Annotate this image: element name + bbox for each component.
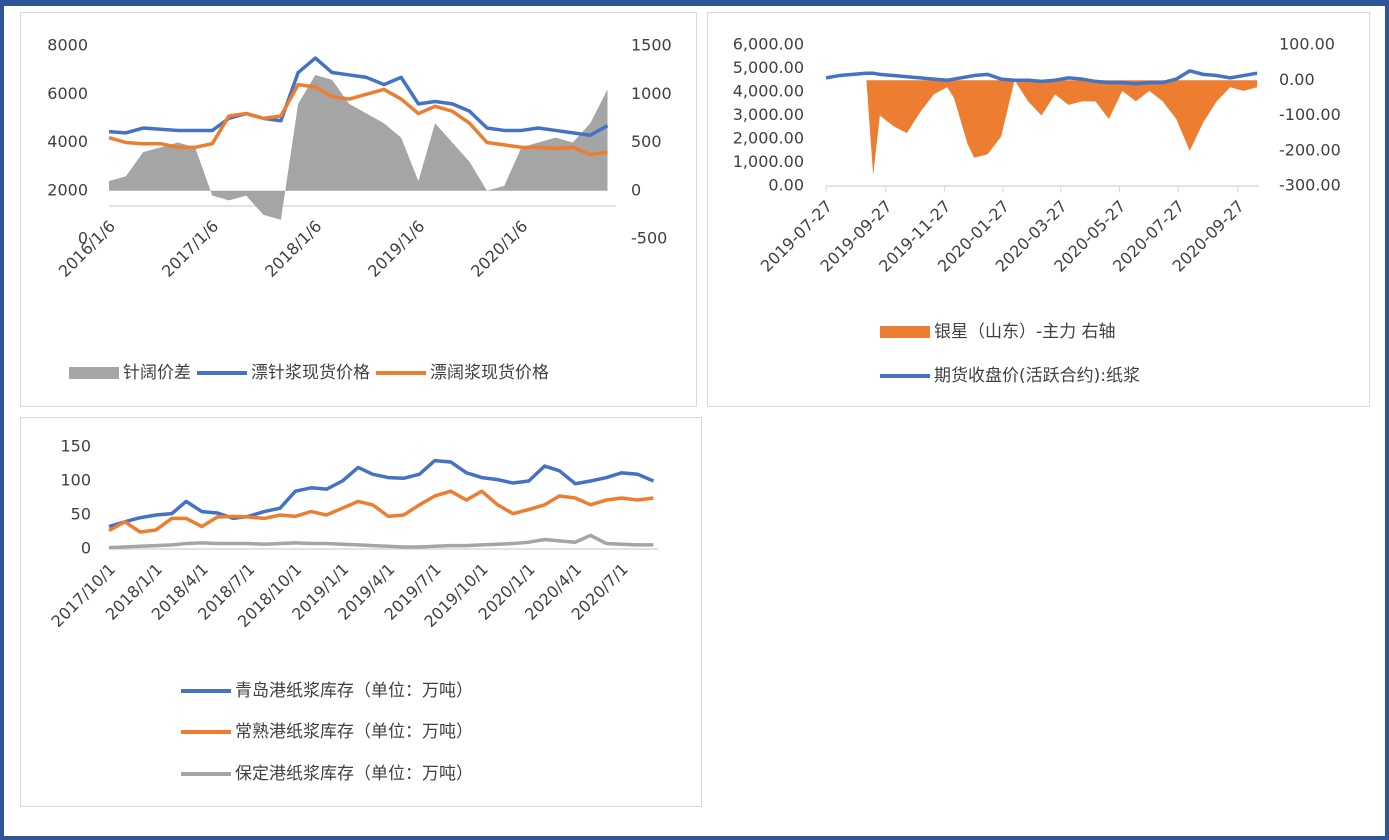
chart: 0.00 1,000.00 2,000.00 3,000.00 4,000.00 5,00… bbox=[707, 12, 1370, 407]
y-tick-label: 100.00 bbox=[1279, 35, 1335, 54]
y-tick-label: 100 bbox=[60, 471, 91, 490]
y-tick-label: 1000 bbox=[631, 84, 672, 103]
y-tick-label: 0.00 bbox=[1279, 70, 1315, 89]
x-tick-label: 2020/1/6 bbox=[467, 217, 531, 281]
y-tick-label: 2000 bbox=[47, 180, 88, 199]
legend-label: 青岛港纸浆库存（单位：万吨） bbox=[235, 681, 473, 701]
y-tick-label: 5,000.00 bbox=[733, 58, 804, 77]
legend-label: 漂针浆现货价格 bbox=[251, 363, 370, 383]
legend-label: 常熟港纸浆库存（单位：万吨） bbox=[235, 721, 473, 742]
line bbox=[108, 458, 655, 529]
line bbox=[108, 533, 654, 550]
line bbox=[825, 69, 1258, 86]
y-tick-label: -500 bbox=[631, 229, 667, 248]
y-tick-label: 8000 bbox=[47, 36, 88, 55]
y-tick-label: 3,000.00 bbox=[733, 105, 804, 124]
y-tick-label: 6,000.00 bbox=[733, 35, 804, 54]
x-tick-label: 2017/10/1 bbox=[48, 560, 119, 631]
x-tick-label: 2019/1/6 bbox=[364, 217, 428, 281]
legend-label: 保定港纸浆库存（单位：万吨） bbox=[235, 764, 473, 784]
y-tick-label: -100.00 bbox=[1279, 105, 1341, 124]
area bbox=[109, 74, 608, 220]
y-tick-label: 6000 bbox=[47, 84, 88, 103]
x-tick-label: 2016/1/6 bbox=[55, 217, 119, 281]
y-tick-label: 1,000.00 bbox=[733, 152, 804, 171]
y-tick-label: 500 bbox=[631, 132, 662, 151]
area bbox=[826, 80, 1258, 176]
line bbox=[108, 82, 608, 157]
y-tick-label: 50 bbox=[71, 505, 91, 524]
y-tick-label: 0 bbox=[81, 539, 91, 558]
y-tick-label: 150 bbox=[60, 437, 91, 456]
legend-label: 漂阔浆现货价格 bbox=[430, 363, 549, 383]
chart: 0501001502017/10/12018/1/12018/4/12018/7… bbox=[20, 417, 702, 807]
y-tick-label: 0.00 bbox=[768, 176, 804, 195]
y-tick-label: -300.00 bbox=[1279, 176, 1341, 195]
line bbox=[108, 56, 609, 138]
line bbox=[108, 489, 654, 534]
legend-swatch bbox=[880, 326, 930, 338]
legend-label: 针阔价差 bbox=[123, 363, 191, 383]
y-tick-label: 0 bbox=[78, 229, 88, 248]
legend-label: 银星（山东）-主力 右轴 bbox=[934, 322, 1116, 342]
y-tick-label: 4,000.00 bbox=[733, 82, 804, 101]
legend-label: 期货收盘价(活跃合约):纸浆 bbox=[934, 366, 1140, 386]
y-tick-label: 1500 bbox=[631, 36, 672, 55]
y-tick-label: 4000 bbox=[47, 132, 88, 151]
y-tick-label: 2,000.00 bbox=[733, 129, 804, 148]
legend-swatch bbox=[69, 367, 119, 379]
y-tick-label: -200.00 bbox=[1279, 140, 1341, 159]
chart: 0 2000 4000 6000 8000 -500 0 500 1000 1500 2016/1/… bbox=[20, 12, 697, 407]
x-tick-label: 2018/1/6 bbox=[261, 217, 325, 281]
x-tick-label: 2017/1/6 bbox=[158, 217, 222, 281]
y-tick-label: 0 bbox=[631, 180, 641, 199]
